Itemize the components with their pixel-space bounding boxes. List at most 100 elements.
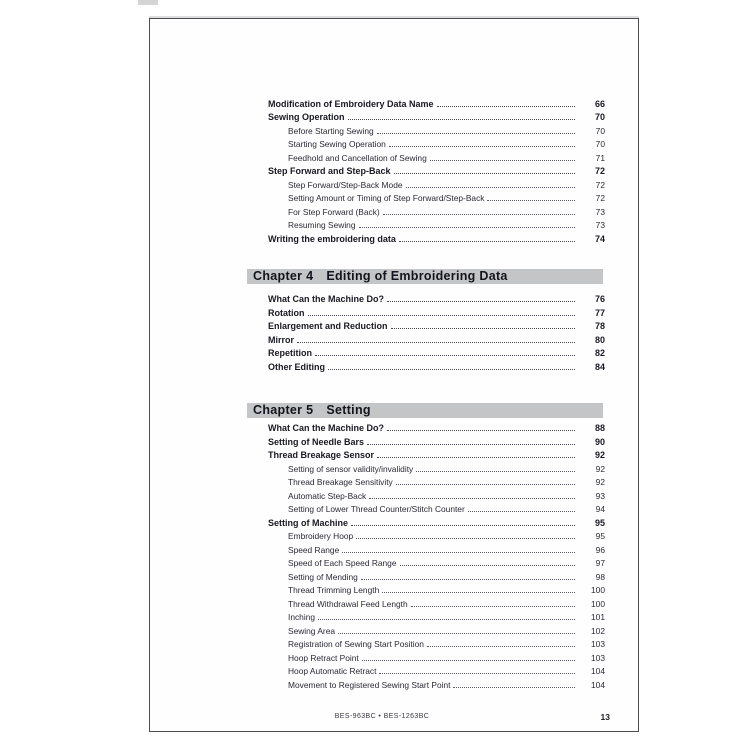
dotted-leader xyxy=(307,314,575,316)
dotted-leader xyxy=(379,673,575,674)
dotted-leader xyxy=(382,592,575,593)
chapter-5-number: Chapter 5 xyxy=(253,403,314,417)
toc-entry: Writing the embroidering data 74 xyxy=(247,231,605,245)
toc-entry-label: Other Editing xyxy=(268,361,325,372)
toc-entry-label: Speed of Each Speed Range xyxy=(288,558,397,568)
footer-model-numbers: BES-963BC • BES-1263BC xyxy=(334,713,430,720)
dotted-leader xyxy=(398,240,575,242)
toc-entry: Mirror 80 xyxy=(247,332,605,346)
chapter-4-heading-bar: Chapter 4 Editing of Embroidering Data xyxy=(247,268,603,284)
toc-entry-label: Rotation xyxy=(268,307,305,318)
toc-entry-label: Writing the embroidering data xyxy=(268,233,396,244)
toc-entry: Before Starting Sewing 70 xyxy=(247,123,605,137)
dotted-leader xyxy=(358,227,575,228)
toc-entry: Hoop Retract Point 103 xyxy=(247,650,605,664)
toc-entry: Speed Range 96 xyxy=(247,542,605,556)
toc-entry-label: Movement to Registered Sewing Start Poin… xyxy=(288,679,451,690)
toc-entry-label: Setting of sensor validity/invalidity xyxy=(288,463,414,474)
toc-entry: Thread Trimming Length 100 xyxy=(247,583,605,597)
toc-entry-label: Starting Sewing Operation xyxy=(288,139,386,149)
toc-entry-page-number: 72 xyxy=(594,166,605,176)
toc-entry: Resuming Sewing 73 xyxy=(247,218,605,232)
toc-entry-label: Embroidery Hoop xyxy=(288,531,354,541)
toc-entry-label: Step Forward and Step-Back xyxy=(268,166,391,176)
toc-entry-page-number: 70 xyxy=(594,112,605,122)
toc-entry: Setting of Machine 95 xyxy=(247,515,605,529)
toc-entry-page-number: 82 xyxy=(594,348,605,358)
dotted-leader xyxy=(393,173,575,174)
toc-entry: Feedhold and Cancellation of Sewing 71 xyxy=(247,150,605,164)
dotted-leader xyxy=(387,301,575,302)
toc-entry-label: Step Forward/Step-Back Mode xyxy=(288,179,403,190)
toc-entry-label: Setting Amount or Timing of Step Forward… xyxy=(288,193,485,203)
toc-entry-label: Setting of Mending xyxy=(288,571,358,582)
toc-entry-page-number: 95 xyxy=(594,517,605,528)
toc-entry-label: Mirror xyxy=(268,334,295,345)
toc-entry: Step Forward/Step-Back Mode 72 xyxy=(247,177,605,191)
dotted-leader xyxy=(487,200,575,201)
toc-entry-page-number: 104 xyxy=(591,679,605,690)
dotted-leader xyxy=(382,213,575,215)
toc-entry: Thread Breakage Sensor 92 xyxy=(247,448,605,462)
toc-entry: Setting Amount or Timing of Step Forward… xyxy=(247,191,605,205)
dotted-leader xyxy=(410,605,575,607)
toc-entry-label: Hoop Automatic Retract xyxy=(288,666,377,676)
toc-entry: Setting of Lower Thread Counter/Stitch C… xyxy=(247,502,605,516)
toc-section-chapter4: What Can the Machine Do? 76 Rotation 77 Enla… xyxy=(247,292,605,373)
dotted-leader xyxy=(297,341,575,343)
toc-entry-label: Modification of Embroidery Data Name xyxy=(268,98,434,109)
toc-entry: Automatic Step-Back 93 xyxy=(247,488,605,502)
toc-entry: Rotation 77 xyxy=(247,305,605,319)
chapter-4-number: Chapter 4 xyxy=(253,269,314,283)
toc-entry: Registration of Sewing Start Position 103 xyxy=(247,637,605,651)
toc-entry-page-number: 96 xyxy=(595,544,605,555)
toc-entry-page-number: 95 xyxy=(595,531,605,541)
toc-entry-page-number: 72 xyxy=(595,179,605,190)
toc-entry-label: Sewing Area xyxy=(288,625,336,636)
dotted-leader xyxy=(318,619,575,620)
toc-entry-label: What Can the Machine Do? xyxy=(268,294,385,304)
toc-entry-label: Before Starting Sewing xyxy=(288,125,374,136)
toc-entry: Embroidery Hoop 95 xyxy=(247,529,605,543)
dotted-leader xyxy=(429,159,575,161)
toc-entry-page-number: 72 xyxy=(595,193,605,203)
toc-entry: Modification of Embroidery Data Name 66 xyxy=(247,96,605,110)
toc-entry-label: Thread Breakage Sensor xyxy=(268,450,375,460)
toc-entry: Other Editing 84 xyxy=(247,359,605,373)
dotted-leader xyxy=(387,430,575,431)
toc-entry-page-number: 70 xyxy=(595,125,605,136)
dotted-leader xyxy=(388,146,575,147)
toc-entry-page-number: 98 xyxy=(595,571,605,582)
toc-entry-label: Setting of Machine xyxy=(268,517,349,528)
toc-entry-page-number: 88 xyxy=(594,423,605,433)
toc-entry: For Step Forward (Back) 73 xyxy=(247,204,605,218)
toc-entry-label: Repetition xyxy=(268,348,312,358)
dotted-leader xyxy=(356,538,575,539)
toc-section-chapter3-continued: Modification of Embroidery Data Name 66 Se… xyxy=(247,96,605,245)
toc-entry-label: What Can the Machine Do? xyxy=(268,423,385,433)
dotted-leader xyxy=(328,368,575,370)
toc-entry-page-number: 93 xyxy=(595,490,605,501)
toc-entry-page-number: 92 xyxy=(595,477,605,487)
dotted-leader xyxy=(338,632,575,634)
toc-entry: Repetition 82 xyxy=(247,346,605,360)
toc-entry-page-number: 100 xyxy=(591,585,605,595)
dotted-leader xyxy=(360,578,575,580)
toc-entry-label: Automatic Step-Back xyxy=(288,490,367,501)
toc-entry-label: Thread Trimming Length xyxy=(288,585,380,595)
dotted-leader xyxy=(399,565,575,566)
dotted-leader xyxy=(436,105,575,107)
dotted-leader xyxy=(416,470,575,472)
dotted-leader xyxy=(361,659,575,661)
toc-entry-page-number: 100 xyxy=(591,598,605,609)
toc-entry-label: Setting of Lower Thread Counter/Stitch C… xyxy=(288,504,465,514)
toc-entry-page-number: 78 xyxy=(594,321,605,331)
toc-entry-label: Hoop Retract Point xyxy=(288,652,359,663)
page-footer: BES-963BC • BES-1263BC 13 xyxy=(150,712,638,725)
toc-entry-label: Setting of Needle Bars xyxy=(268,436,365,447)
toc-entry-label: Feedhold and Cancellation of Sewing xyxy=(288,152,427,163)
toc-entry-page-number: 94 xyxy=(595,504,605,514)
toc-entry-page-number: 73 xyxy=(595,220,605,230)
toc-entry: Enlargement and Reduction 78 xyxy=(247,319,605,333)
